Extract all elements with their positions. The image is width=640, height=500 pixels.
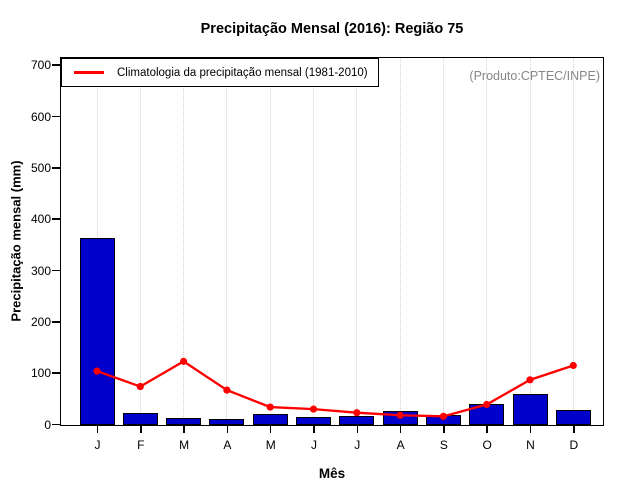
bar-2-M: [166, 417, 202, 425]
x-tick-1: [140, 426, 142, 433]
climatology-point-7: [396, 411, 404, 419]
gridline-3: [226, 58, 228, 425]
x-tick-label-11-D: D: [569, 438, 579, 452]
gridline-10: [529, 58, 531, 425]
y-tick-400: [52, 218, 60, 220]
x-tick-11: [573, 426, 575, 433]
x-tick-3: [226, 426, 229, 433]
x-tick-9: [486, 426, 488, 433]
plot-area: Climatologia da precipitação mensal (198…: [60, 57, 604, 426]
bar-11-D: [555, 409, 591, 425]
y-tick-0: [52, 423, 60, 426]
climatology-point-4: [266, 403, 274, 411]
gridline-4: [269, 58, 271, 425]
x-tick-4: [269, 426, 272, 433]
y-tick-label-500: 500: [30, 160, 51, 175]
y-tick-label-700: 700: [30, 58, 51, 73]
climatology-point-10: [526, 376, 534, 384]
x-tick-label-2-M: M: [179, 438, 190, 452]
y-tick-600: [52, 115, 60, 118]
chart-title: Precipitação Mensal (2016): Região 75: [200, 21, 464, 37]
x-tick-label-3-A: A: [223, 438, 232, 452]
y-tick-label-200: 200: [30, 314, 51, 329]
climatology-line: [96, 360, 574, 418]
gridline-1: [139, 58, 141, 425]
legend-line-sample: [74, 71, 104, 74]
gridline-11: [572, 58, 574, 425]
bar-1-F: [122, 413, 158, 425]
x-tick-label-9-O: O: [482, 438, 492, 452]
gridline-6: [356, 58, 358, 425]
y-tick-200: [52, 321, 60, 323]
gridline-8: [442, 58, 444, 425]
climatology-point-5: [309, 405, 318, 413]
bar-0-J: [79, 237, 115, 425]
y-tick-label-0: 0: [44, 417, 51, 432]
climatology-point-11: [569, 361, 577, 370]
x-tick-label-10-N: N: [526, 438, 535, 452]
x-tick-label-7-A: A: [396, 438, 405, 452]
climatology-point-3: [223, 386, 231, 394]
y-tick-label-100: 100: [30, 366, 51, 381]
x-tick-label-1-F: F: [137, 438, 145, 452]
x-tick-label-6-J: J: [354, 438, 361, 452]
y-tick-label-400: 400: [30, 212, 51, 227]
bar-10-N: [512, 394, 548, 425]
x-tick-label-4-M: M: [265, 438, 276, 452]
bar-5-J: [296, 417, 331, 425]
climatology-point-8: [439, 412, 447, 420]
gridline-7: [399, 58, 401, 425]
y-tick-100: [52, 372, 60, 374]
y-axis-label: Precipitação mensal (mm): [8, 160, 24, 322]
climatology-point-2: [180, 357, 188, 365]
x-tick-10: [529, 426, 532, 433]
climatology-point-1: [136, 382, 144, 391]
climatology-point-9: [483, 400, 491, 409]
x-tick-8: [443, 426, 445, 433]
gridline-9: [486, 58, 488, 425]
gridline-2: [183, 58, 185, 425]
legend-label: Climatologia da precipitação mensal (198…: [117, 66, 368, 79]
x-tick-2: [183, 426, 185, 433]
x-tick-0: [96, 426, 99, 433]
climatology-point-6: [353, 409, 361, 417]
x-tick-7: [399, 426, 402, 433]
x-tick-5: [313, 426, 315, 433]
y-tick-700: [52, 64, 60, 66]
bar-4-M: [252, 414, 288, 425]
y-tick-label-600: 600: [30, 109, 51, 124]
x-axis-title: Mês: [318, 466, 346, 481]
climatology-line-layer: [93, 357, 577, 420]
bar-3-A: [209, 419, 245, 425]
x-tick-label-8-S: S: [439, 438, 448, 452]
gridline-5: [313, 58, 314, 425]
y-tick-300: [52, 269, 60, 272]
x-tick-label-0-J: J: [94, 438, 101, 452]
legend: Climatologia da precipitação mensal (198…: [61, 58, 379, 87]
producer-credit: (Produto:CPTEC/INPE): [469, 69, 600, 83]
y-tick-label-300: 300: [30, 263, 51, 278]
climatology-point-0: [93, 367, 101, 375]
x-tick-label-5-J: J: [311, 438, 317, 452]
y-tick-500: [52, 167, 60, 169]
x-tick-6: [356, 426, 359, 433]
